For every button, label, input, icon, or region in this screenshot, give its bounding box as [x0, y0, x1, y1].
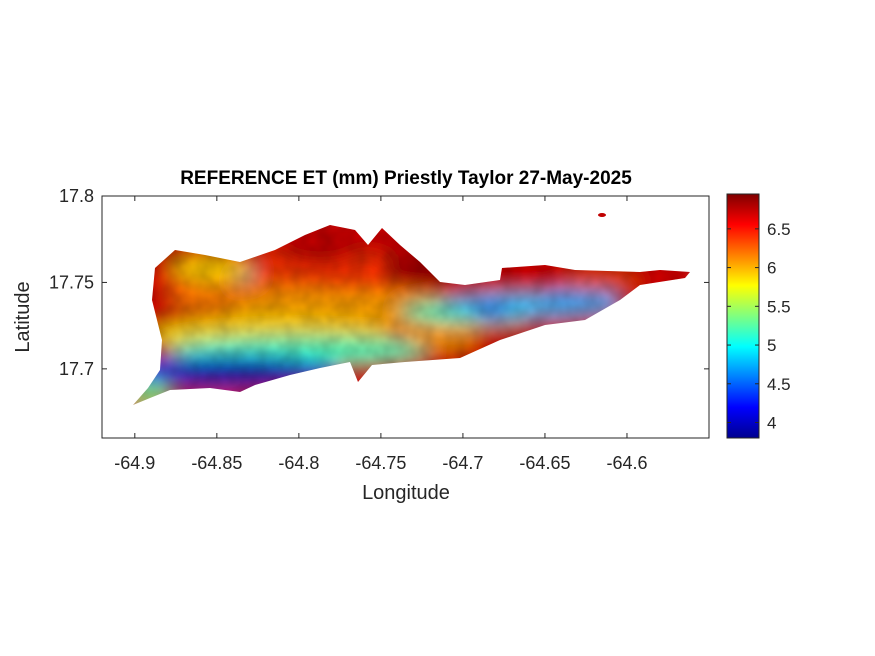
colorbar-tick-label: 5 — [767, 336, 776, 355]
x-axis-label: Longitude — [362, 482, 450, 504]
y-tick-label: 17.75 — [49, 272, 94, 292]
x-tick-label: -64.85 — [191, 453, 242, 473]
x-tick-label: -64.65 — [519, 453, 570, 473]
colorbar-tick-label: 6 — [767, 259, 776, 278]
colorbar-tick-label: 5.5 — [767, 297, 791, 316]
colorbar — [726, 193, 760, 439]
y-tick-label: 17.8 — [59, 186, 94, 206]
x-tick-label: -64.8 — [278, 453, 319, 473]
x-tick-label: -64.7 — [442, 453, 483, 473]
x-tick-label: -64.6 — [606, 453, 647, 473]
colorbar-tick-label: 4.5 — [767, 375, 791, 394]
y-axis: 17.7 17.75 17.8 — [49, 186, 709, 379]
x-tick-label: -64.9 — [114, 453, 155, 473]
islet — [598, 213, 606, 217]
colorbar-ticks: 4 4.5 5 5.5 6 6.5 — [727, 220, 791, 433]
x-axis: -64.9 -64.85 -64.8 -64.75 -64.7 -64.65 -64.6 — [114, 196, 647, 473]
y-tick-label: 17.7 — [59, 359, 94, 379]
colorbar-tick-label: 6.5 — [767, 220, 791, 239]
colorbar-tick-label: 4 — [767, 414, 776, 433]
x-tick-label: -64.75 — [355, 453, 406, 473]
chart-title: REFERENCE ET (mm) Priestly Taylor 27-May… — [180, 168, 632, 189]
y-axis-label: Latitude — [12, 281, 34, 352]
